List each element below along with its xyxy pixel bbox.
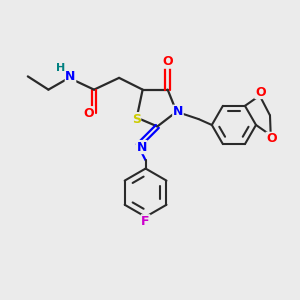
Text: N: N	[173, 105, 183, 118]
Text: N: N	[136, 141, 147, 154]
Text: S: S	[132, 112, 141, 126]
Text: O: O	[266, 132, 277, 145]
Text: N: N	[65, 70, 76, 83]
Text: H: H	[56, 63, 65, 73]
Text: O: O	[83, 107, 94, 120]
Text: O: O	[255, 85, 266, 98]
Text: O: O	[162, 55, 173, 68]
Text: F: F	[141, 215, 150, 228]
